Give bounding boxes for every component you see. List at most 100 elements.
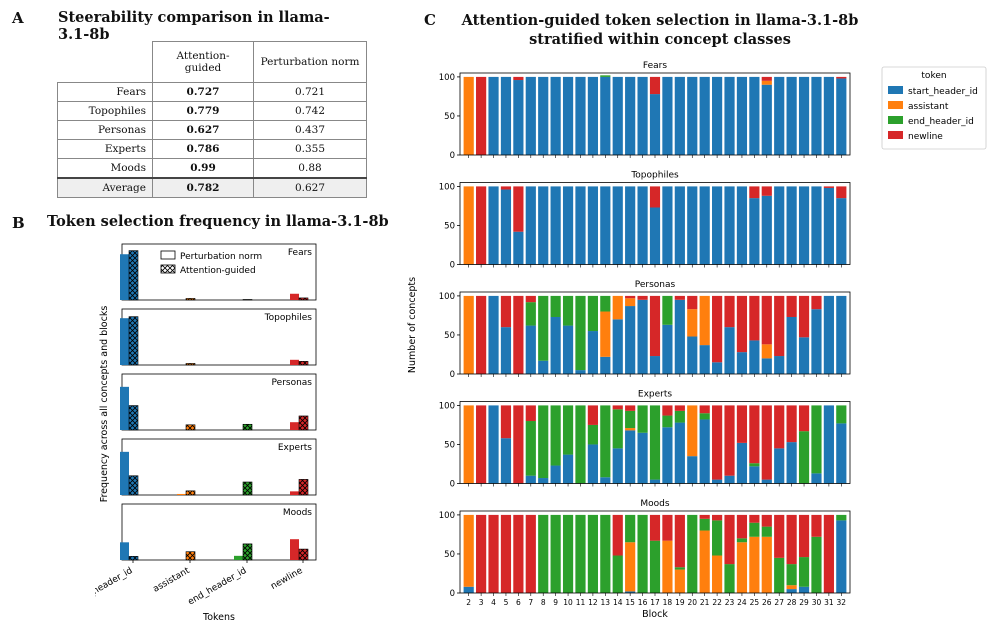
stack-segment-start_header_id: [562, 454, 574, 484]
x-tick-label-newline: newline: [269, 566, 305, 592]
stack-segment-start_header_id: [687, 76, 698, 155]
stack-segment-assistant: [786, 585, 797, 590]
bar-perturbation-newline: [290, 293, 299, 300]
subplot-title-experts: Experts: [638, 390, 672, 400]
stack-segment-start_header_id: [488, 76, 499, 155]
stack-segment-newline: [724, 405, 735, 476]
table-row-label: Experts: [57, 139, 153, 159]
x-tick-label: 9: [553, 598, 558, 607]
x-tick-label: 21: [700, 598, 710, 607]
table-corner: [57, 41, 153, 83]
stack-segment-newline: [500, 186, 512, 190]
stack-segment-newline: [761, 76, 772, 81]
stack-segment-start_header_id: [575, 370, 586, 374]
stack-segment-newline: [612, 405, 623, 410]
stack-segment-newline: [500, 295, 512, 328]
steerability-table: Attention-guided Perturbation norm Fears…: [57, 41, 367, 198]
stack-segment-start_header_id: [798, 586, 810, 593]
stack-segment-start_header_id: [587, 331, 598, 374]
stack-segment-end_header_id: [562, 514, 574, 593]
stacked-token-chart: Fears050100Topophiles050100Personas05010…: [407, 61, 987, 620]
table-cell-attention: 0.727: [152, 82, 254, 102]
bar-perturbation-start_header_id: [120, 542, 129, 560]
legend-label-start_header_id: start_header_id: [908, 87, 978, 97]
bar-perturbation-end_header_id: [234, 555, 243, 560]
stack-segment-start_header_id: [463, 586, 474, 593]
stack-segment-start_header_id: [724, 475, 735, 484]
y-tick-label: 100: [439, 73, 455, 83]
stack-segment-assistant: [600, 311, 611, 357]
x-axis-label: Tokens: [202, 612, 235, 623]
stack-segment-start_header_id: [587, 186, 598, 265]
stack-segment-assistant: [674, 569, 685, 593]
stack-segment-end_header_id: [836, 405, 847, 424]
stack-segment-start_header_id: [500, 76, 512, 155]
stack-segment-newline: [736, 514, 748, 539]
x-axis-label: Block: [642, 609, 668, 620]
stack-segment-start_header_id: [562, 186, 574, 265]
bar-attention-hatch-newline: [298, 361, 309, 366]
stack-segment-start_header_id: [699, 345, 710, 374]
y-axis-label: Frequency across all concepts and blocks: [99, 306, 110, 503]
stack-segment-start_header_id: [625, 430, 636, 484]
stacked-chart-title: Attention-guided token selection in llam…: [440, 11, 880, 49]
stack-segment-start_header_id: [712, 362, 723, 374]
stack-segment-start_header_id: [662, 427, 673, 484]
stack-segment-newline: [836, 186, 847, 199]
stack-segment-end_header_id: [625, 514, 636, 543]
stack-segment-start_header_id: [575, 76, 586, 155]
legend-label-end_header_id: end_header_id: [908, 117, 974, 127]
stack-segment-newline: [761, 514, 772, 527]
stack-segment-start_header_id: [836, 520, 847, 593]
stack-segment-start_header_id: [836, 78, 847, 155]
stack-segment-end_header_id: [662, 295, 673, 325]
stack-segment-newline: [674, 295, 685, 300]
subplot-title-topophiles: Topophiles: [630, 171, 679, 181]
stack-segment-newline: [674, 514, 685, 568]
bar-attention-hatch-newline: [298, 479, 309, 496]
y-tick-label: 100: [439, 292, 455, 302]
table-cell-perturbation: 0.88: [253, 158, 367, 179]
stack-segment-start_header_id: [774, 76, 785, 155]
stack-segment-start_header_id: [724, 76, 735, 155]
stack-segment-newline: [649, 295, 661, 357]
table-row: Experts 0.786 0.355: [57, 139, 367, 159]
stack-segment-start_header_id: [562, 76, 574, 155]
stack-segment-start_header_id: [600, 186, 611, 265]
stack-segment-end_header_id: [649, 405, 661, 480]
stack-segment-newline: [662, 405, 673, 416]
legend-swatch-perturbation: [160, 250, 176, 260]
y-tick-label: 0: [450, 261, 455, 271]
stack-segment-start_header_id: [687, 336, 698, 374]
stack-segment-end_header_id: [562, 295, 574, 326]
stack-segment-assistant: [699, 295, 710, 346]
stack-segment-newline: [525, 514, 536, 593]
stack-segment-end_header_id: [687, 514, 698, 593]
stack-segment-start_header_id: [736, 442, 748, 484]
stack-segment-end_header_id: [662, 415, 673, 428]
stack-segment-start_header_id: [749, 76, 760, 155]
stack-segment-start_header_id: [500, 189, 512, 265]
x-tick-label: 6: [516, 598, 521, 607]
stack-segment-end_header_id: [600, 75, 611, 77]
stack-segment-start_header_id: [786, 76, 797, 155]
stack-segment-newline: [513, 76, 524, 81]
x-tick-label: 23: [725, 598, 735, 607]
stack-segment-assistant: [761, 536, 772, 593]
table-row-label: Average: [57, 177, 153, 198]
stack-segment-start_header_id: [674, 422, 685, 484]
stack-segment-assistant: [463, 76, 474, 155]
stack-segment-end_header_id: [550, 405, 561, 466]
x-tick-label: 2: [466, 598, 471, 607]
stack-segment-newline: [649, 186, 661, 208]
bar-attention-hatch-newline: [298, 297, 309, 301]
stack-segment-newline: [761, 295, 772, 345]
bar-attention-hatch-start_header_id: [128, 556, 139, 561]
stack-segment-end_header_id: [550, 514, 561, 593]
x-tick-label: 14: [613, 598, 623, 607]
stack-segment-start_header_id: [513, 80, 524, 155]
x-tick-label: 3: [479, 598, 484, 607]
table-row: Fears 0.727 0.721: [57, 82, 367, 102]
stack-segment-end_header_id: [836, 514, 847, 521]
table-row: Personas 0.627 0.437: [57, 120, 367, 140]
